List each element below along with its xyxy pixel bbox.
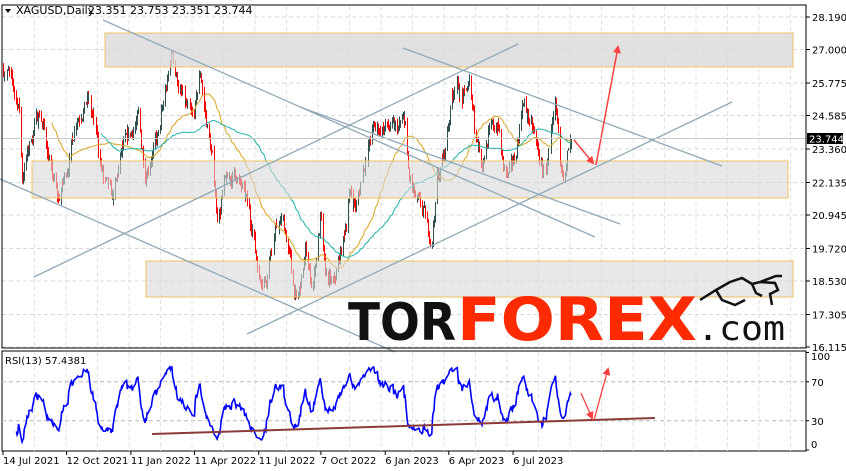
rsi-label: RSI(13) 57.4381	[5, 356, 86, 367]
zones	[31, 32, 794, 298]
price-tick-label: 27.000	[812, 46, 846, 57]
price-tick-label: 20.945	[812, 211, 846, 222]
date-tick-label: 11 Jan 2022	[131, 456, 191, 467]
chart-header: XAGUSD,Daily 23.351 23.753 23.351 23.744	[5, 4, 252, 17]
main-panel-frame	[1, 4, 807, 349]
date-tick-label: 6 Jan 2023	[385, 456, 439, 467]
symbol-label: XAGUSD,Daily	[16, 4, 95, 17]
rsi-indicator	[15, 365, 572, 445]
trendline-descending-lower[interactable]	[0, 178, 396, 353]
last-price-label: 23.744	[807, 133, 844, 146]
torforex-logo: TOR FOREX .com	[348, 274, 785, 355]
last-price-value: 23.744	[809, 135, 844, 146]
bull-icon	[699, 274, 782, 307]
rsi-tick-label: 0	[811, 440, 817, 451]
support-zone-lower[interactable]	[145, 260, 794, 298]
date-tick-label: 6 Apr 2023	[449, 456, 504, 467]
price-tick-label: 17.305	[812, 310, 846, 321]
ohlc-label: 23.351 23.753 23.351 23.744	[88, 4, 252, 17]
forecast-arrows	[573, 45, 621, 166]
rsi-line	[15, 365, 572, 445]
logo-tor: TOR	[348, 293, 456, 353]
trendline-descending-b[interactable]	[299, 106, 621, 225]
rsi-trendline[interactable]	[151, 417, 656, 435]
date-tick-label: 14 Jul 2021	[3, 456, 60, 467]
trendlines	[0, 19, 733, 353]
rsi-forecast-arrows	[580, 367, 611, 421]
date-tick-label: 7 Oct 2022	[321, 456, 376, 467]
trendline-ascending-upper[interactable]	[33, 43, 519, 278]
moving-averages	[51, 93, 572, 269]
triangle-down-icon[interactable]	[5, 9, 11, 13]
trendline-ascending-lower[interactable]	[246, 101, 733, 335]
rsi-panel-frame	[1, 350, 807, 452]
arrow-down[interactable]	[573, 139, 595, 165]
price-tick-label: 25.775	[812, 79, 846, 90]
rsi-arrow-up[interactable]	[593, 367, 611, 421]
date-tick-label: 11 Jul 2022	[259, 456, 316, 467]
rsi-tick-label: 70	[811, 378, 824, 389]
trendline-descending-a[interactable]	[102, 19, 596, 238]
price-tick-label: 28.190	[812, 13, 846, 24]
price-tick-label: 19.720	[812, 244, 846, 255]
rsi-axis: 100 70 30 0	[806, 352, 830, 451]
rsi-tick-label: 100	[811, 352, 830, 363]
price-tick-label: 22.135	[812, 178, 846, 189]
date-tick-label: 11 Apr 2022	[194, 456, 256, 467]
moving-average-fast	[51, 93, 572, 269]
date-axis: 14 Jul 2021 12 Oct 2021 11 Jan 2022 11 Apr …	[2, 451, 563, 467]
resistance-zone[interactable]	[104, 32, 794, 68]
price-tick-label: 16.115	[812, 343, 846, 354]
trendline-channel-top[interactable]	[402, 47, 723, 167]
moving-average-slow	[100, 120, 572, 258]
logo-forex: FOREX	[457, 285, 697, 355]
date-tick-label: 12 Oct 2021	[67, 456, 129, 467]
support-zone-middle[interactable]	[31, 160, 789, 199]
price-tick-label: 23.360	[812, 145, 846, 156]
rsi-arrow-down[interactable]	[580, 392, 594, 420]
rsi-grid	[2, 352, 806, 451]
price-tick-label: 24.585	[812, 112, 846, 123]
logo-com: .com	[697, 309, 785, 349]
date-tick-label: 6 Jul 2023	[513, 456, 563, 467]
price-axis: 28.190 27.000 25.775 24.585 23.360 22.135 20.9…	[806, 13, 846, 354]
rsi-tick-label: 30	[811, 417, 824, 428]
arrow-up[interactable]	[595, 45, 621, 166]
price-tick-label: 18.530	[812, 277, 846, 288]
